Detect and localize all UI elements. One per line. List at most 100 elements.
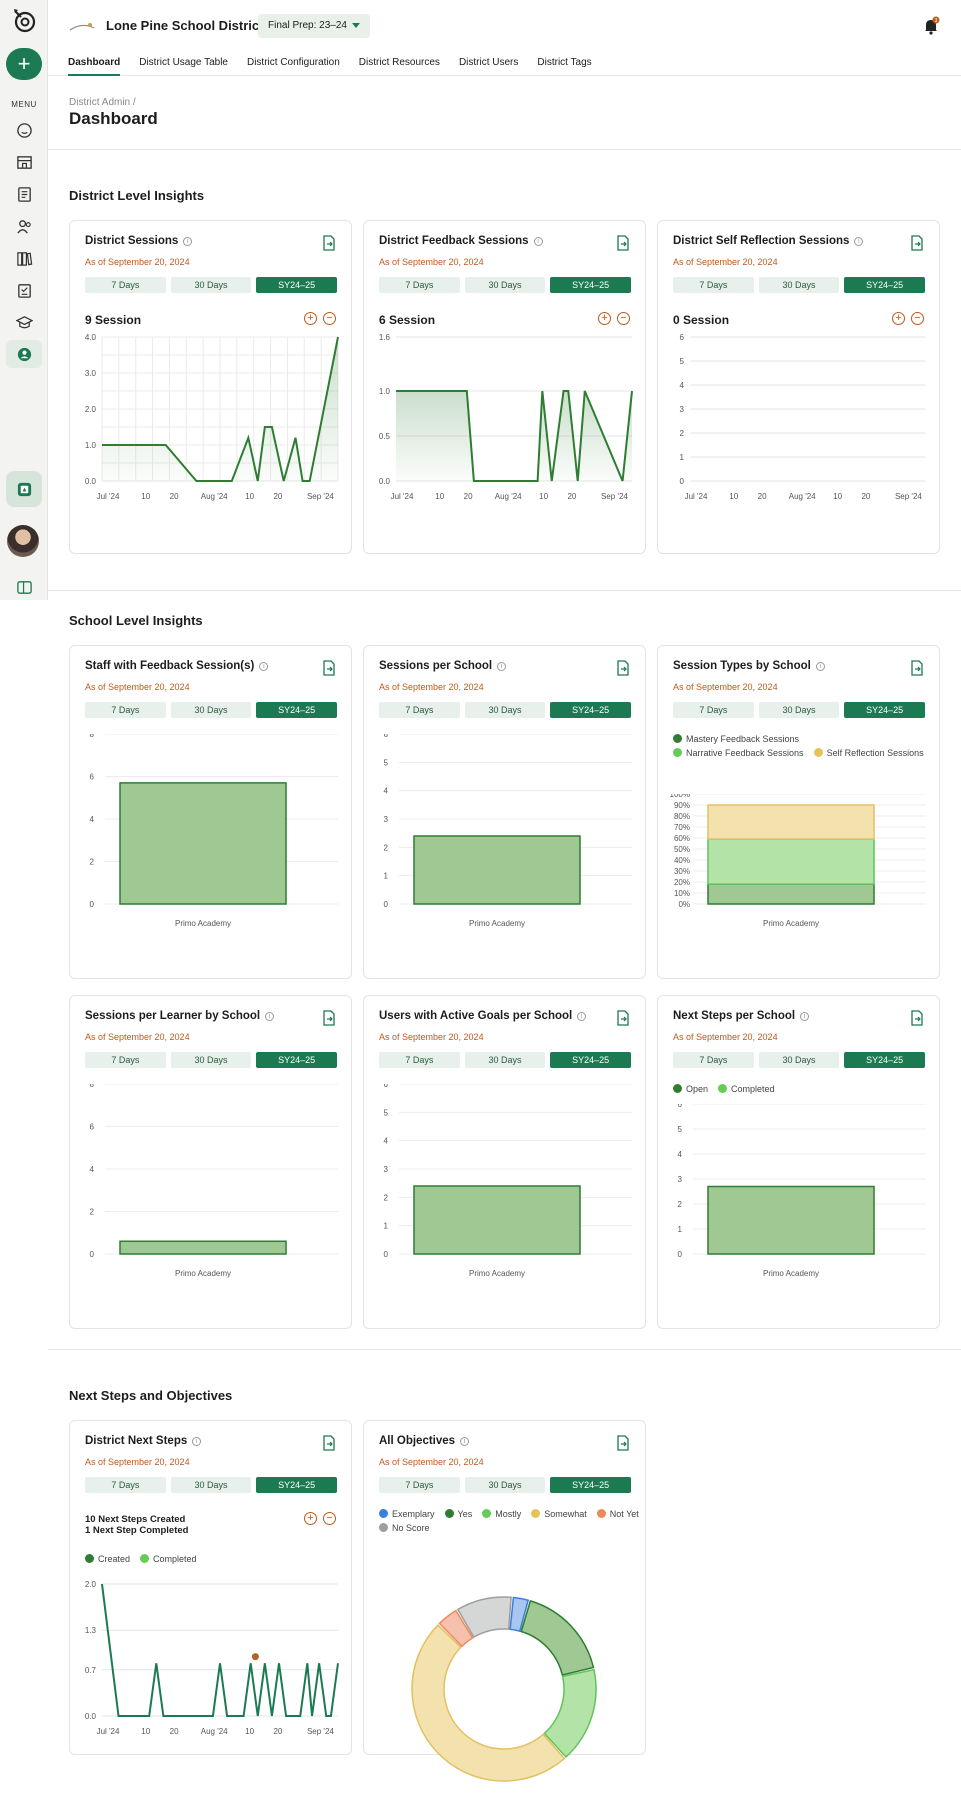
range-option-0[interactable]: 7 Days — [379, 277, 460, 293]
pie-slice-mostly[interactable] — [543, 1668, 597, 1759]
app-logo-icon[interactable] — [10, 6, 38, 34]
range-option-2[interactable]: SY24–25 — [550, 1052, 632, 1068]
export-file-icon[interactable] — [616, 1010, 630, 1026]
range-option-1[interactable]: 30 Days — [464, 1052, 546, 1068]
stacked-bar-segment[interactable] — [707, 838, 875, 885]
zoom-out-icon[interactable]: − — [323, 1512, 336, 1525]
range-option-0[interactable]: 7 Days — [673, 277, 754, 293]
tab-district-users[interactable]: District Users — [458, 57, 519, 68]
info-icon[interactable]: i — [259, 662, 269, 671]
range-option-0[interactable]: 7 Days — [85, 277, 166, 293]
pie-slice-somewhat[interactable] — [411, 1623, 566, 1782]
avatar[interactable] — [7, 525, 39, 557]
tab-district-usage-table[interactable]: District Usage Table — [139, 57, 228, 68]
range-option-2[interactable]: SY24–25 — [844, 1052, 926, 1068]
export-file-icon[interactable] — [616, 235, 630, 251]
bar[interactable] — [413, 1185, 581, 1255]
tab-district-resources[interactable]: District Resources — [358, 57, 440, 68]
legend-item[interactable]: Narrative Feedback Sessions — [673, 748, 804, 758]
legend-item[interactable]: Yes — [444, 1509, 472, 1519]
range-option-1[interactable]: 30 Days — [464, 1477, 546, 1493]
legend-item[interactable]: Not Yet — [596, 1509, 639, 1519]
info-icon[interactable]: i — [533, 237, 543, 246]
sidebar-item-home[interactable] — [12, 118, 36, 142]
legend-item[interactable]: Completed — [718, 1084, 775, 1094]
range-option-2[interactable]: SY24–25 — [256, 1052, 338, 1068]
bar[interactable] — [413, 835, 581, 905]
range-option-1[interactable]: 30 Days — [170, 702, 252, 718]
export-file-icon[interactable] — [910, 235, 924, 251]
sidebar-item-schools[interactable] — [12, 150, 36, 174]
range-option-0[interactable]: 7 Days — [379, 702, 460, 718]
range-option-1[interactable]: 30 Days — [170, 1477, 252, 1493]
collapse-sidebar-icon[interactable] — [12, 575, 36, 599]
sidebar-item-library[interactable] — [12, 246, 36, 270]
range-option-2[interactable]: SY24–25 — [844, 702, 926, 718]
pie-slice-no-score[interactable] — [456, 1596, 512, 1639]
zoom-in-icon[interactable]: + — [304, 312, 317, 325]
range-option-2[interactable]: SY24–25 — [550, 702, 632, 718]
range-option-1[interactable]: 30 Days — [464, 277, 546, 293]
range-option-1[interactable]: 30 Days — [170, 277, 252, 293]
sidebar-item-reports[interactable] — [12, 182, 36, 206]
range-option-0[interactable]: 7 Days — [379, 1052, 460, 1068]
sidebar-item-checklist[interactable] — [12, 278, 36, 302]
range-option-1[interactable]: 30 Days — [464, 702, 546, 718]
range-option-1[interactable]: 30 Days — [170, 1052, 252, 1068]
notification-bell-icon[interactable]: 3 — [921, 16, 941, 36]
legend-item[interactable]: Completed — [140, 1554, 197, 1564]
create-new-button[interactable]: + — [6, 48, 42, 80]
range-option-2[interactable]: SY24–25 — [256, 702, 338, 718]
zoom-in-icon[interactable]: + — [892, 312, 905, 325]
stacked-bar-segment[interactable] — [707, 804, 875, 840]
zoom-in-icon[interactable]: + — [304, 1512, 317, 1525]
legend-item[interactable]: Created — [85, 1554, 130, 1564]
range-option-0[interactable]: 7 Days — [85, 1477, 166, 1493]
tab-district-tags[interactable]: District Tags — [537, 57, 592, 68]
export-file-icon[interactable] — [322, 1435, 336, 1451]
pie-slice-yes[interactable] — [520, 1599, 595, 1676]
legend-item[interactable]: Self Reflection Sessions — [813, 748, 924, 758]
export-file-icon[interactable] — [616, 660, 630, 676]
tab-dashboard[interactable]: Dashboard — [68, 57, 121, 76]
legend-item[interactable]: Exemplary — [379, 1509, 435, 1519]
export-file-icon[interactable] — [910, 660, 924, 676]
bar[interactable] — [707, 1185, 875, 1255]
zoom-out-icon[interactable]: − — [617, 312, 630, 325]
export-file-icon[interactable] — [322, 235, 336, 251]
period-select[interactable]: Final Prep: 23–24 — [258, 14, 370, 38]
info-icon[interactable]: i — [800, 1012, 810, 1021]
export-file-icon[interactable] — [322, 660, 336, 676]
export-file-icon[interactable] — [616, 1435, 630, 1451]
range-option-1[interactable]: 30 Days — [758, 1052, 840, 1068]
range-option-1[interactable]: 30 Days — [758, 277, 840, 293]
info-icon[interactable]: i — [460, 1437, 470, 1446]
info-icon[interactable]: i — [265, 1012, 275, 1021]
zoom-out-icon[interactable]: − — [323, 312, 336, 325]
pie-slice-exemplary[interactable] — [509, 1596, 530, 1633]
range-option-0[interactable]: 7 Days — [673, 702, 754, 718]
pie-slice-not-yet[interactable] — [438, 1609, 474, 1648]
zoom-in-icon[interactable]: + — [598, 312, 611, 325]
tab-district-configuration[interactable]: District Configuration — [246, 57, 340, 68]
info-icon[interactable]: i — [854, 237, 864, 246]
bar[interactable] — [119, 1240, 287, 1255]
breadcrumb[interactable]: District Admin / — [69, 97, 136, 108]
info-icon[interactable]: i — [815, 662, 825, 671]
range-option-0[interactable]: 7 Days — [379, 1477, 460, 1493]
range-option-2[interactable]: SY24–25 — [844, 277, 926, 293]
range-option-0[interactable]: 7 Days — [673, 1052, 754, 1068]
completed-point[interactable] — [251, 1653, 259, 1661]
legend-item[interactable]: Mostly — [482, 1509, 521, 1519]
stacked-bar-segment[interactable] — [707, 883, 875, 905]
info-icon[interactable]: i — [577, 1012, 587, 1021]
legend-item[interactable]: Somewhat — [531, 1509, 587, 1519]
info-icon[interactable]: i — [183, 237, 193, 246]
range-option-2[interactable]: SY24–25 — [550, 1477, 632, 1493]
range-option-2[interactable]: SY24–25 — [256, 277, 338, 293]
range-option-1[interactable]: 30 Days — [758, 702, 840, 718]
info-icon[interactable]: i — [192, 1437, 202, 1446]
range-option-0[interactable]: 7 Days — [85, 702, 166, 718]
legend-item[interactable]: Mastery Feedback Sessions — [673, 734, 799, 744]
bar[interactable] — [119, 782, 287, 905]
